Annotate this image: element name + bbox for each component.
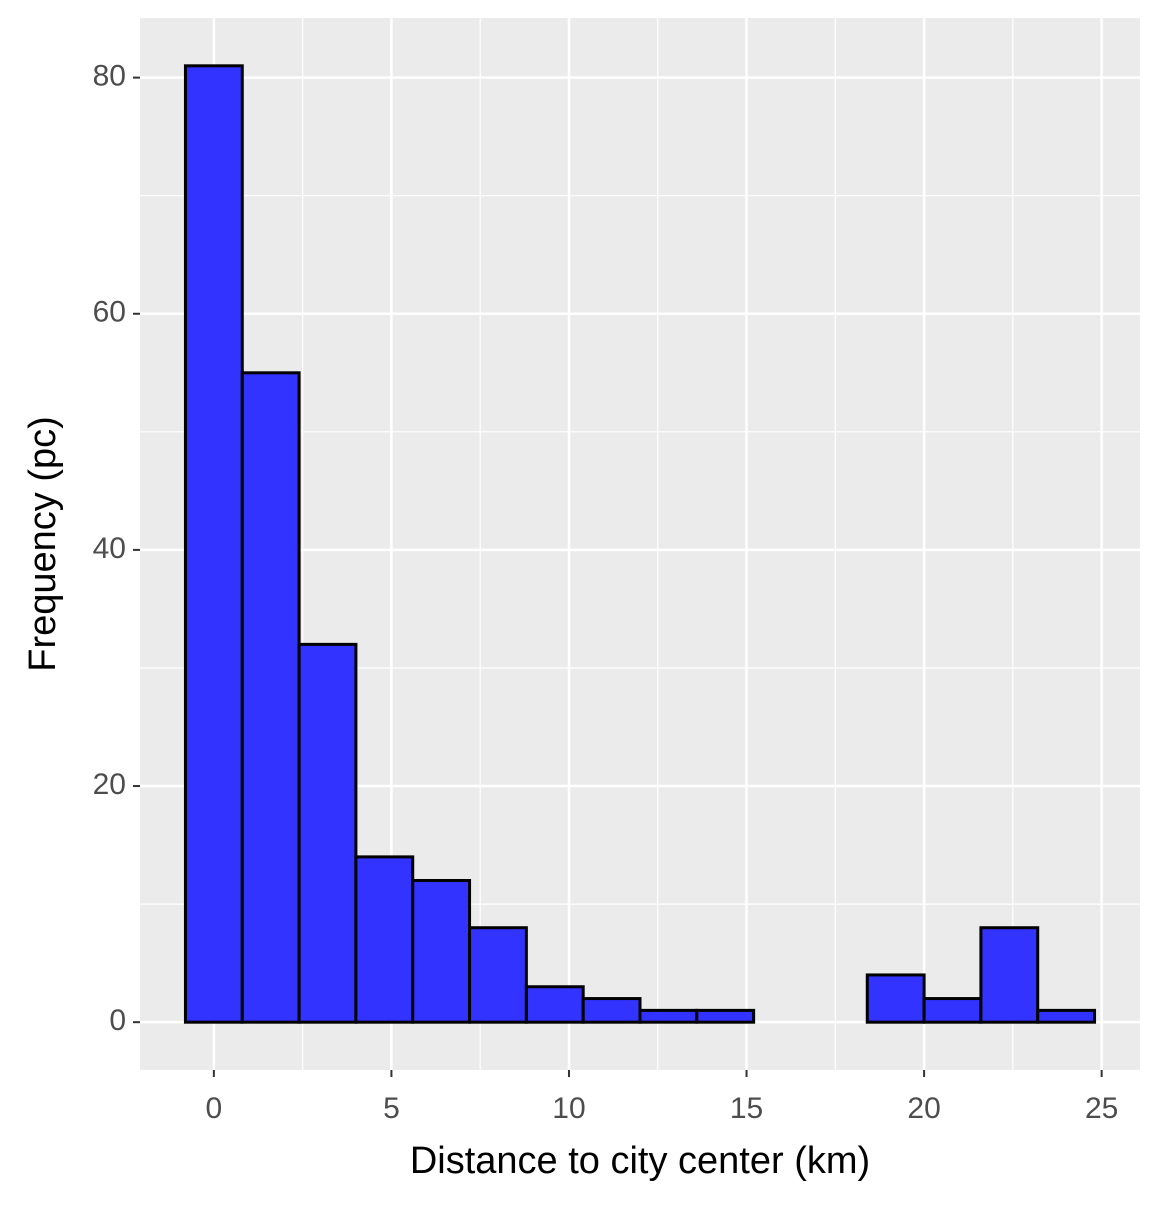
x-tick-label: 10 bbox=[552, 1092, 585, 1125]
y-tick-label: 80 bbox=[93, 60, 126, 93]
x-tick-label: 25 bbox=[1085, 1092, 1118, 1125]
bar bbox=[468, 926, 528, 1024]
x-tick-label: 5 bbox=[383, 1092, 400, 1125]
bar bbox=[979, 926, 1040, 1024]
y-tick-label: 0 bbox=[109, 1004, 126, 1037]
y-tick-label: 60 bbox=[93, 296, 126, 329]
y-axis-title: Frequency (pc) bbox=[22, 416, 64, 672]
bar bbox=[411, 878, 472, 1024]
y-tick-label: 20 bbox=[93, 768, 126, 801]
bar bbox=[922, 997, 983, 1024]
x-tick-label: 20 bbox=[907, 1092, 940, 1125]
bar bbox=[865, 973, 926, 1024]
x-tick-label: 15 bbox=[730, 1092, 763, 1125]
bar bbox=[240, 371, 301, 1024]
bar bbox=[1036, 1008, 1097, 1024]
bar bbox=[638, 1008, 699, 1024]
bar bbox=[183, 64, 244, 1024]
x-tick-label: 0 bbox=[206, 1092, 223, 1125]
y-tick-label: 40 bbox=[93, 532, 126, 565]
bar bbox=[581, 997, 642, 1024]
bar bbox=[354, 855, 415, 1024]
bar bbox=[297, 642, 358, 1024]
bar bbox=[524, 985, 585, 1024]
x-axis-title: Distance to city center (km) bbox=[410, 1140, 870, 1182]
bar bbox=[695, 1008, 756, 1024]
